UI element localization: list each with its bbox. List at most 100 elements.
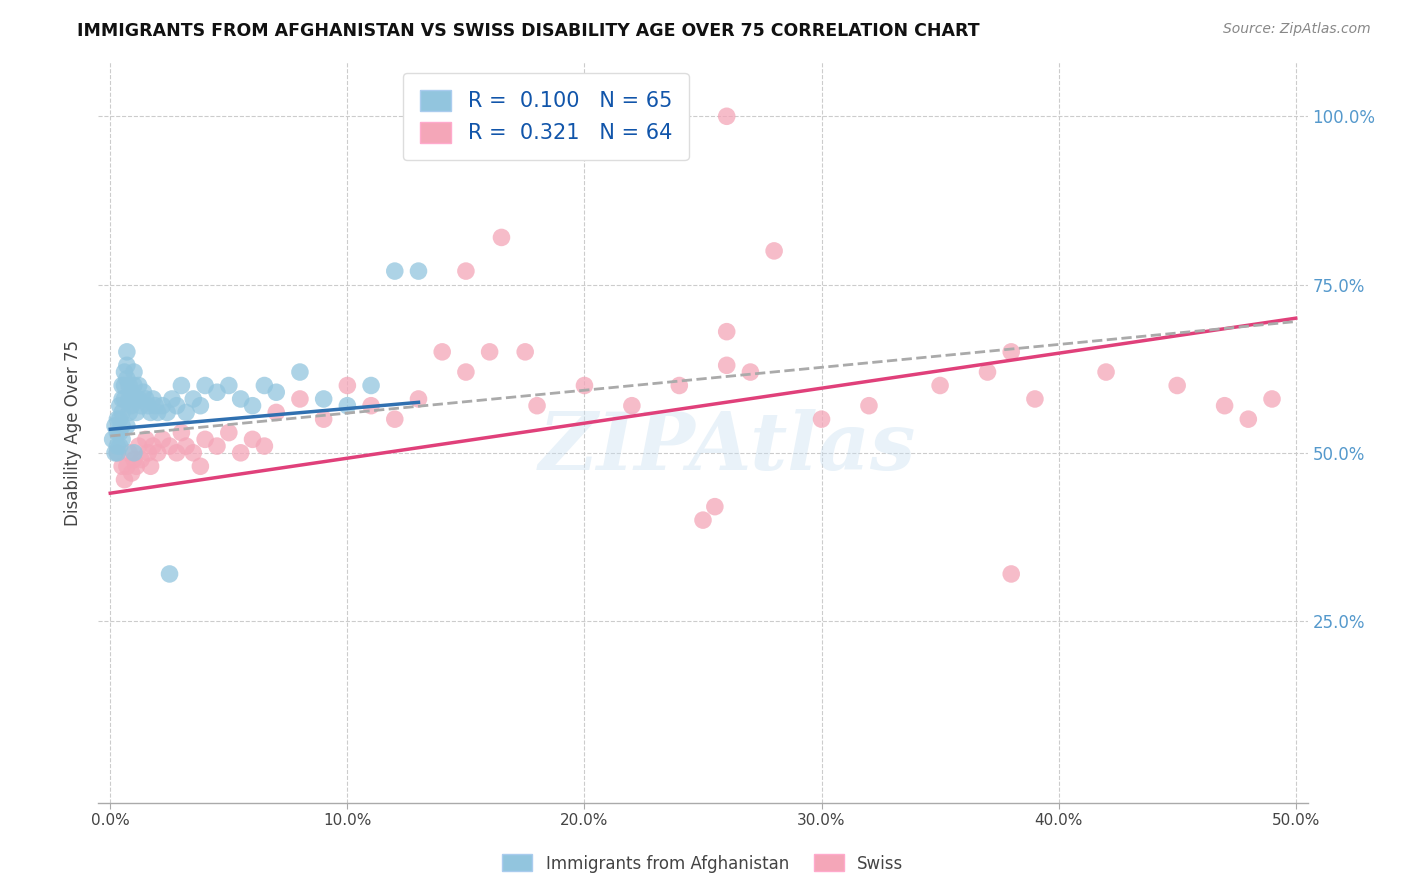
Point (166, 399, 188, 413)
Point (114, 378, 136, 392)
Text: Source: ZipAtlas.com: Source: ZipAtlas.com (1223, 22, 1371, 37)
Point (142, 392, 165, 406)
Legend: Immigrants from Afghanistan, Swiss: Immigrants from Afghanistan, Swiss (496, 847, 910, 880)
Point (101, 433, 124, 447)
Point (515, 344, 537, 359)
Point (142, 439, 165, 453)
Point (181, 446, 204, 460)
Legend: R =  0.100   N = 65, R =  0.321   N = 64: R = 0.100 N = 65, R = 0.321 N = 64 (404, 73, 689, 160)
Point (1000, 566, 1022, 581)
Point (229, 392, 252, 406)
Point (111, 418, 134, 433)
Point (1237, 412, 1260, 426)
Point (111, 405, 134, 419)
Point (218, 378, 240, 392)
Point (229, 446, 252, 460)
Point (336, 378, 359, 392)
Point (121, 466, 143, 480)
Point (288, 365, 311, 379)
Point (166, 446, 188, 460)
Point (159, 439, 181, 453)
Point (253, 378, 276, 392)
Point (115, 359, 138, 373)
Point (491, 230, 513, 244)
Point (139, 459, 162, 474)
Point (118, 392, 141, 406)
Point (108, 412, 131, 426)
Point (104, 446, 127, 460)
Point (170, 378, 193, 392)
Point (111, 378, 134, 392)
Point (716, 109, 738, 123)
Point (312, 412, 335, 426)
Point (132, 385, 155, 400)
Point (121, 385, 143, 400)
Point (114, 392, 136, 406)
Y-axis label: Disability Age Over 75: Disability Age Over 75 (65, 340, 83, 525)
Point (128, 378, 150, 392)
Point (384, 412, 406, 426)
Point (118, 378, 141, 392)
Point (125, 405, 148, 419)
Point (194, 378, 217, 392)
Point (156, 405, 179, 419)
Point (692, 513, 714, 527)
Point (136, 399, 159, 413)
Point (159, 566, 181, 581)
Point (976, 365, 998, 379)
Point (115, 418, 138, 433)
Point (143, 399, 166, 413)
Point (121, 399, 143, 413)
Point (190, 399, 212, 413)
Point (128, 392, 150, 406)
Point (526, 399, 548, 413)
Point (408, 264, 430, 278)
Point (129, 452, 152, 467)
Point (205, 439, 228, 453)
Point (929, 378, 952, 392)
Text: ZIPAtlas: ZIPAtlas (538, 409, 915, 486)
Point (454, 365, 477, 379)
Point (122, 452, 145, 467)
Point (108, 425, 131, 440)
Point (152, 433, 174, 447)
Point (146, 405, 169, 419)
Point (716, 325, 738, 339)
Point (336, 399, 359, 413)
Point (125, 392, 148, 406)
Point (170, 425, 193, 440)
Point (104, 418, 127, 433)
Point (1213, 399, 1236, 413)
Point (1166, 378, 1188, 392)
Point (115, 459, 138, 474)
Point (194, 433, 217, 447)
Point (264, 405, 287, 419)
Point (111, 459, 134, 474)
Point (146, 446, 169, 460)
Point (115, 344, 138, 359)
Point (108, 399, 131, 413)
Point (454, 264, 477, 278)
Point (218, 425, 240, 440)
Point (740, 365, 762, 379)
Point (620, 399, 643, 413)
Point (122, 365, 145, 379)
Point (408, 392, 430, 406)
Point (668, 378, 690, 392)
Point (118, 405, 141, 419)
Point (139, 405, 162, 419)
Point (136, 446, 159, 460)
Point (122, 378, 145, 392)
Point (174, 405, 197, 419)
Point (242, 399, 264, 413)
Text: IMMIGRANTS FROM AFGHANISTAN VS SWISS DISABILITY AGE OVER 75 CORRELATION CHART: IMMIGRANTS FROM AFGHANISTAN VS SWISS DIS… (77, 22, 980, 40)
Point (1261, 392, 1284, 406)
Point (432, 344, 454, 359)
Point (108, 439, 131, 453)
Point (174, 439, 197, 453)
Point (190, 459, 212, 474)
Point (135, 433, 157, 447)
Point (716, 359, 738, 373)
Point (105, 446, 128, 460)
Point (242, 433, 264, 447)
